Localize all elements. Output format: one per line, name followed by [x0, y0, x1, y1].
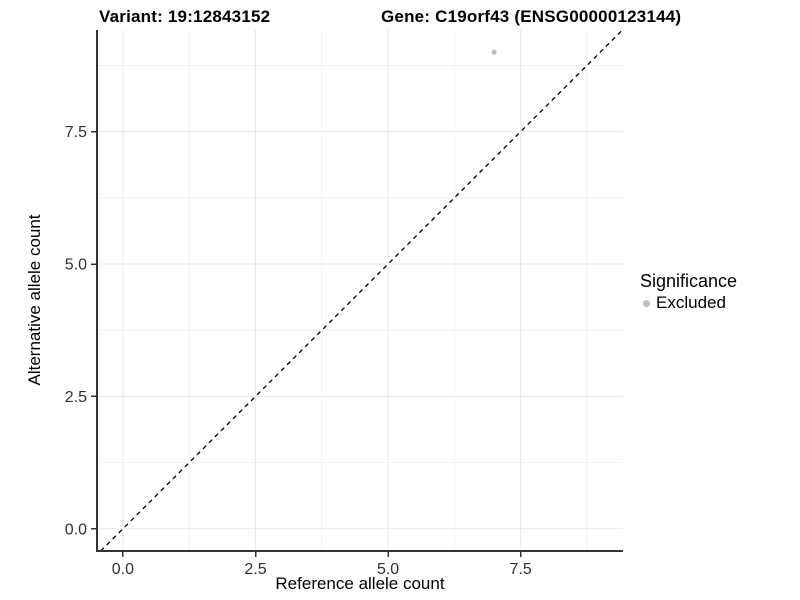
x-tick-label: 0.0	[112, 561, 134, 578]
x-tick-label: 7.5	[510, 561, 532, 578]
y-tick-label: 7.5	[65, 124, 87, 141]
y-tick-label: 0.0	[65, 521, 87, 538]
legend-item-label: Excluded	[656, 293, 726, 312]
legend-title: Significance	[640, 271, 738, 291]
legend-point-icon	[643, 299, 650, 307]
legend: Significance Excluded	[640, 271, 737, 312]
y-tick-label: 5.0	[65, 257, 87, 274]
identity-line	[100, 29, 623, 552]
plot-title-gene: Gene: C19orf43 (ENSG00000123144)	[381, 7, 682, 26]
x-tick-label: 5.0	[377, 561, 399, 578]
x-axis-title: Reference allele count	[275, 574, 444, 593]
data-point	[491, 49, 497, 55]
plot-title-variant: Variant: 19:12843152	[99, 7, 271, 26]
y-axis-title: Alternative allele count	[25, 214, 44, 385]
legend-item-excluded: Excluded	[640, 294, 737, 312]
y-tick-label: 2.5	[65, 389, 87, 406]
x-tick-label: 2.5	[244, 561, 266, 578]
